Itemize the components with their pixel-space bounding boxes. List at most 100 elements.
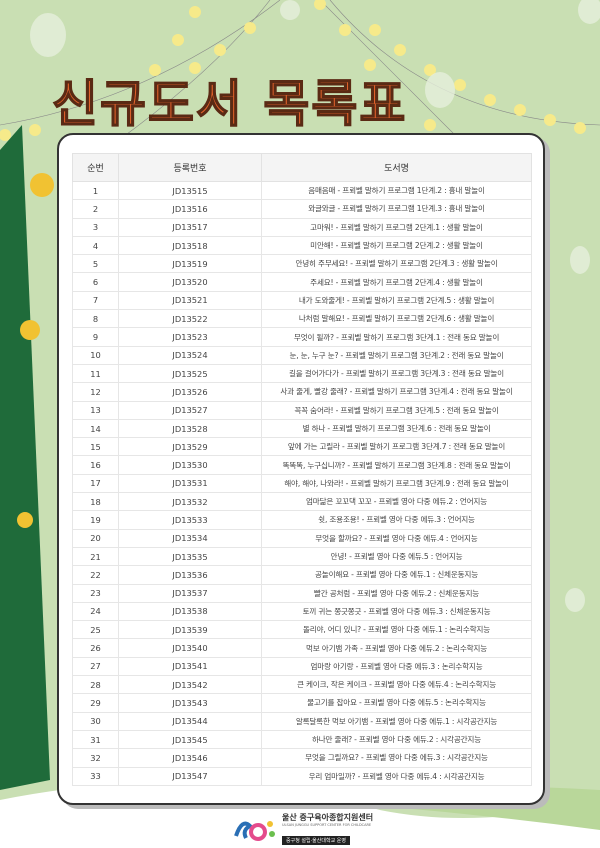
book-title: 와글와글 - 프뢰벨 말하기 프로그램 1단계.3 : 흉내 말놀이 [261,199,532,219]
book-title: 안녕히 주무세요! - 프뢰벨 말하기 프로그램 2단계.3 : 생활 말놀이 [261,254,532,274]
table-row: 7 JD13521 내가 도와줄게! - 프뢰벨 말하기 프로그램 2단계.5 : … [72,290,532,311]
registration-number: JD13539 [118,620,262,640]
header-number: 순번 [72,153,119,182]
book-title: 빨간 공처럼 - 프뢰벨 영아 다중 에듀.2 : 신체운동지능 [261,583,532,603]
registration-number: JD13526 [118,382,262,402]
registration-number: JD13519 [118,254,262,274]
table-row: 32 JD13546 무엇을 그릴까요? - 프뢰벨 영아 다중 에듀.3 : 시각… [72,748,532,768]
row-number: 25 [72,620,119,640]
operator-label: 중구청 설립·울산대학교 운영 [282,836,350,845]
book-title: 쉿, 조용조용! - 프뢰벨 영아 다중 에듀.3 : 언어지능 [261,510,532,530]
registration-number: JD13532 [118,492,262,512]
table-row: 18 JD13532 엄마닮은 꼬꼬댁 꼬꼬 - 프뢰벨 영아 다중 에듀.2 : … [72,492,532,512]
row-number: 14 [72,418,119,439]
book-title: 엄마랑 아기랑 - 프뢰벨 영아 다중 에듀.3 : 논리수학지능 [261,656,532,677]
row-number: 6 [72,272,119,292]
row-number: 18 [72,492,119,512]
row-number: 29 [72,693,119,713]
book-title: 주세요! - 프뢰벨 말하기 프로그램 2단계.4 : 생활 말놀이 [261,272,532,292]
table-row: 29 JD13543 물고기를 잡아요 - 프뢰벨 영아 다중 에듀.5 : 논리수… [72,693,532,713]
book-title: 내가 도와줄게! - 프뢰벨 말하기 프로그램 2단계.5 : 생활 말놀이 [261,290,532,311]
table-row: 12 JD13526 사과 줄게, 빨강 줄래? - 프뢰벨 말하기 프로그램 3단… [72,382,532,402]
header-registration-number: 등록번호 [118,153,262,182]
book-list-table: 순번 등록번호 도서명 1 JD13515 음매음매 - 프뢰벨 말하기 프로그램 … [72,153,532,786]
book-title: 음매음매 - 프뢰벨 말하기 프로그램 1단계.2 : 흉내 말놀이 [261,180,532,201]
registration-number: JD13546 [118,748,262,768]
row-number: 22 [72,565,119,585]
book-title: 무엇을 할까요? - 프뢰벨 영아 다중 에듀.4 : 언어지능 [261,528,532,548]
book-title: 꼭꼭 숨어라! - 프뢰벨 말하기 프로그램 3단계.5 : 전래 동요 말놀이 [261,400,532,420]
table-row: 11 JD13525 길을 걸어가다가 - 프뢰벨 말하기 프로그램 3단계.3 :… [72,363,532,384]
row-number: 11 [72,363,119,384]
row-number: 5 [72,254,119,274]
book-title: 무엇을 그릴까요? - 프뢰벨 영아 다중 에듀.3 : 시각공간지능 [261,748,532,768]
org-name-en: ULSAN JUNGGU SUPPORT CENTER FOR CHILDCAR… [282,823,372,827]
table-row: 14 JD13528 별 하나 - 프뢰벨 말하기 프로그램 3단계.6 : 전래 … [72,418,532,439]
table-row: 4 JD13518 미안해! - 프뢰벨 말하기 프로그램 2단계.2 : 생활 말… [72,235,532,256]
book-title: 안녕! - 프뢰벨 영아 다중 에듀.5 : 언어지능 [261,546,532,567]
registration-number: JD13524 [118,345,262,365]
table-row: 6 JD13520 주세요! - 프뢰벨 말하기 프로그램 2단계.4 : 생활 말… [72,272,532,292]
registration-number: JD13521 [118,290,262,311]
row-number: 33 [72,766,119,786]
table-row: 22 JD13536 공놀이해요 - 프뢰벨 영아 다중 에듀.1 : 신체운동지능 [72,565,532,585]
table-row: 19 JD13533 쉿, 조용조용! - 프뢰벨 영아 다중 에듀.3 : 언어지… [72,510,532,530]
book-title: 눈, 눈, 누구 눈? - 프뢰벨 말하기 프로그램 3단계.2 : 전래 동요… [261,345,532,365]
row-number: 8 [72,309,119,329]
table-row: 16 JD13530 똑똑똑, 누구십니까? - 프뢰벨 말하기 프로그램 3단계.… [72,455,532,475]
header-book-title: 도서명 [261,153,532,182]
book-title: 앞에 가는 고릴라 - 프뢰벨 말하기 프로그램 3단계.7 : 전래 동요 말… [261,437,532,457]
registration-number: JD13536 [118,565,262,585]
registration-number: JD13528 [118,418,262,439]
row-number: 10 [72,345,119,365]
registration-number: JD13531 [118,473,262,494]
book-title: 알록달록한 먹보 아기뱀 - 프뢰벨 영아 다중 에듀.1 : 시각공간지능 [261,711,532,731]
book-title: 해야, 해야, 나와라! - 프뢰벨 말하기 프로그램 3단계.9 : 전래 동… [261,473,532,494]
registration-number: JD13547 [118,766,262,786]
registration-number: JD13529 [118,437,262,457]
book-title: 하나만 줄래? - 프뢰벨 영아 다중 에듀.2 : 시각공간지능 [261,729,532,750]
row-number: 4 [72,235,119,256]
row-number: 19 [72,510,119,530]
book-title: 먹보 아기뱀 가족 - 프뢰벨 영아 다중 에듀.2 : 논리수학지능 [261,638,532,658]
table-row: 30 JD13544 알록달록한 먹보 아기뱀 - 프뢰벨 영아 다중 에듀.1 :… [72,711,532,731]
table-row: 31 JD13545 하나만 줄래? - 프뢰벨 영아 다중 에듀.2 : 시각공간… [72,729,532,750]
registration-number: JD13545 [118,729,262,750]
row-number: 20 [72,528,119,548]
registration-number: JD13522 [118,309,262,329]
book-title: 똑똑똑, 누구십니까? - 프뢰벨 말하기 프로그램 3단계.8 : 전래 동요… [261,455,532,475]
registration-number: JD13516 [118,199,262,219]
table-row: 9 JD13523 무엇이 될까? - 프뢰벨 말하기 프로그램 3단계.1 : 전… [72,327,532,347]
table-row: 26 JD13540 먹보 아기뱀 가족 - 프뢰벨 영아 다중 에듀.2 : 논리… [72,638,532,658]
row-number: 26 [72,638,119,658]
book-title: 토끼 귀는 쫑긋쫑긋 - 프뢰벨 영아 다중 에듀.3 : 신체운동지능 [261,601,532,622]
table-row: 13 JD13527 꼭꼭 숨어라! - 프뢰벨 말하기 프로그램 3단계.5 : … [72,400,532,420]
registration-number: JD13538 [118,601,262,622]
row-number: 27 [72,656,119,677]
row-number: 12 [72,382,119,402]
registration-number: JD13544 [118,711,262,731]
table-row: 28 JD13542 큰 케이크, 작은 케이크 - 프뢰벨 영아 다중 에듀.4 … [72,675,532,695]
table-row: 27 JD13541 엄마랑 아기랑 - 프뢰벨 영아 다중 에듀.3 : 논리수학… [72,656,532,677]
table-row: 23 JD13537 빨간 공처럼 - 프뢰벨 영아 다중 에듀.2 : 신체운동지… [72,583,532,603]
book-title: 별 하나 - 프뢰벨 말하기 프로그램 3단계.6 : 전래 동요 말놀이 [261,418,532,439]
registration-number: JD13515 [118,180,262,201]
table-row: 33 JD13547 우리 엄마일까? - 프뢰벨 영아 다중 에듀.4 : 시각공… [72,766,532,786]
book-title: 고마워! - 프뢰벨 말하기 프로그램 2단계.1 : 생활 말놀이 [261,217,532,237]
row-number: 17 [72,473,119,494]
org-logo-icon [234,821,275,841]
registration-number: JD13518 [118,235,262,256]
registration-number: JD13540 [118,638,262,658]
book-title: 큰 케이크, 작은 케이크 - 프뢰벨 영아 다중 에듀.4 : 논리수학지능 [261,675,532,695]
registration-number: JD13542 [118,675,262,695]
row-number: 21 [72,546,119,567]
registration-number: JD13530 [118,455,262,475]
book-title: 물고기를 잡아요 - 프뢰벨 영아 다중 에듀.5 : 논리수학지능 [261,693,532,713]
table-row: 17 JD13531 해야, 해야, 나와라! - 프뢰벨 말하기 프로그램 3단계… [72,473,532,494]
registration-number: JD13525 [118,363,262,384]
book-title: 공놀이해요 - 프뢰벨 영아 다중 에듀.1 : 신체운동지능 [261,565,532,585]
registration-number: JD13520 [118,272,262,292]
footer-logo: 울산 중구육아종합지원센터 ULSAN JUNGGU SUPPORT CENTE… [232,812,373,846]
table-row: 25 JD13539 돌리야, 어디 있니? - 프뢰벨 영아 다중 에듀.1 : … [72,620,532,640]
table-row: 24 JD13538 토끼 귀는 쫑긋쫑긋 - 프뢰벨 영아 다중 에듀.3 : 신… [72,601,532,622]
